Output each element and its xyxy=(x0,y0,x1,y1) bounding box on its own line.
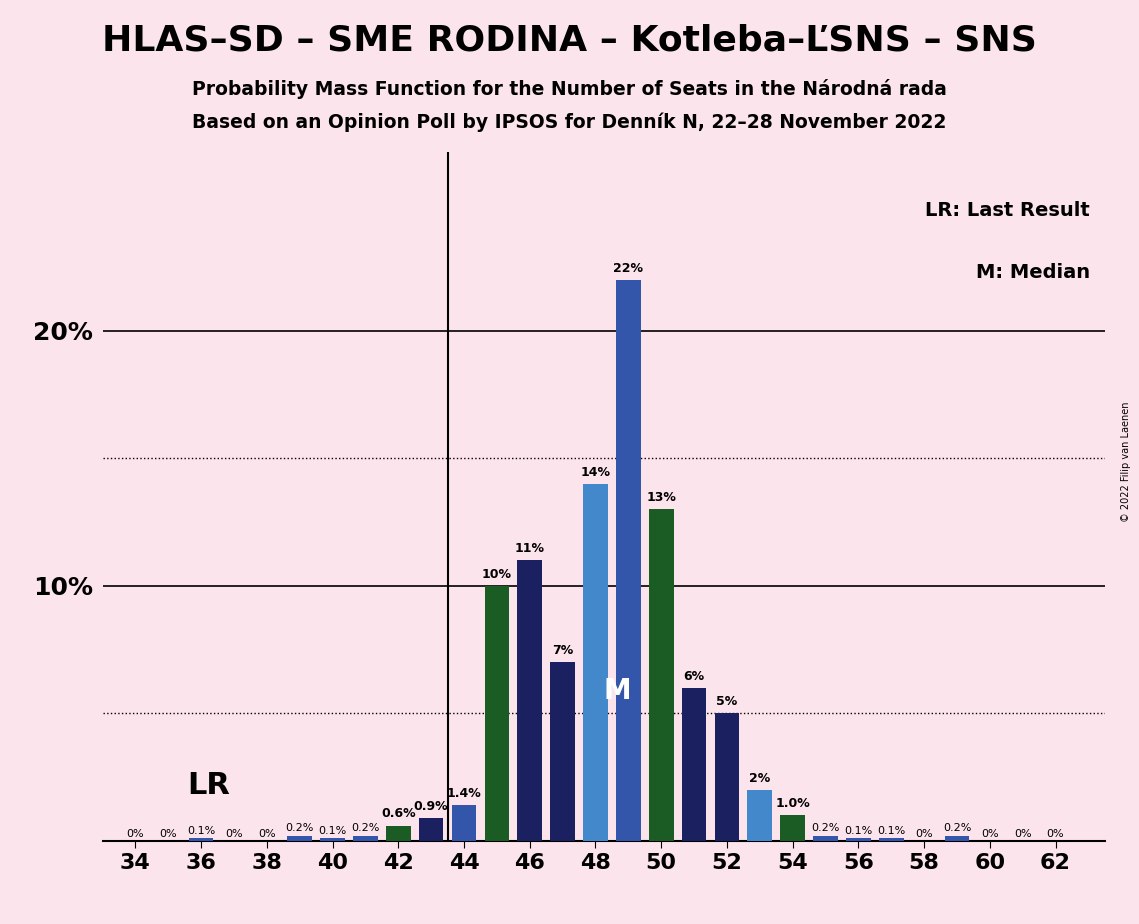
Bar xyxy=(583,484,608,841)
Bar xyxy=(320,838,345,841)
Text: 0.2%: 0.2% xyxy=(943,823,972,833)
Bar xyxy=(649,509,673,841)
Text: HLAS–SD – SME RODINA – Kotleba–ĽSNS – SNS: HLAS–SD – SME RODINA – Kotleba–ĽSNS – SN… xyxy=(103,23,1036,57)
Text: 10%: 10% xyxy=(482,567,511,581)
Text: 0.9%: 0.9% xyxy=(413,800,449,813)
Text: 0.2%: 0.2% xyxy=(286,823,314,833)
Bar xyxy=(813,835,838,841)
Bar xyxy=(879,838,903,841)
Bar xyxy=(616,280,640,841)
Text: 0%: 0% xyxy=(916,829,933,839)
Text: 0%: 0% xyxy=(1014,829,1032,839)
Text: 1.4%: 1.4% xyxy=(446,787,482,800)
Text: 0%: 0% xyxy=(226,829,243,839)
Text: 0.6%: 0.6% xyxy=(380,808,416,821)
Text: 6%: 6% xyxy=(683,670,705,683)
Text: 0%: 0% xyxy=(159,829,177,839)
Text: 1.0%: 1.0% xyxy=(776,797,810,810)
Text: 7%: 7% xyxy=(552,644,573,657)
Text: Based on an Opinion Poll by IPSOS for Denník N, 22–28 November 2022: Based on an Opinion Poll by IPSOS for De… xyxy=(192,113,947,132)
Text: 0%: 0% xyxy=(981,829,999,839)
Bar xyxy=(846,838,870,841)
Text: 5%: 5% xyxy=(716,695,738,709)
Bar xyxy=(714,713,739,841)
Bar xyxy=(780,815,805,841)
Text: 11%: 11% xyxy=(515,542,544,555)
Text: 2%: 2% xyxy=(749,772,770,784)
Text: 0.1%: 0.1% xyxy=(877,826,906,835)
Bar xyxy=(419,818,443,841)
Bar xyxy=(747,790,772,841)
Text: 0%: 0% xyxy=(1047,829,1064,839)
Text: 13%: 13% xyxy=(646,492,677,505)
Bar xyxy=(484,586,509,841)
Text: 0.2%: 0.2% xyxy=(351,823,379,833)
Text: 0.1%: 0.1% xyxy=(187,826,215,835)
Text: M: Median: M: Median xyxy=(976,262,1090,282)
Bar xyxy=(682,687,706,841)
Bar xyxy=(353,835,378,841)
Bar xyxy=(287,835,312,841)
Text: © 2022 Filip van Laenen: © 2022 Filip van Laenen xyxy=(1121,402,1131,522)
Text: 0.1%: 0.1% xyxy=(319,826,346,835)
Text: 0.2%: 0.2% xyxy=(811,823,839,833)
Text: 0.1%: 0.1% xyxy=(844,826,872,835)
Text: LR: Last Result: LR: Last Result xyxy=(925,201,1090,220)
Text: 0%: 0% xyxy=(259,829,276,839)
Bar xyxy=(189,838,213,841)
Text: 0%: 0% xyxy=(126,829,145,839)
Text: M: M xyxy=(603,677,631,705)
Bar xyxy=(550,663,575,841)
Bar xyxy=(944,835,969,841)
Text: 14%: 14% xyxy=(581,466,611,479)
Text: 22%: 22% xyxy=(613,261,644,274)
Bar xyxy=(517,560,542,841)
Text: LR: LR xyxy=(188,772,230,800)
Bar xyxy=(452,805,476,841)
Bar xyxy=(386,825,410,841)
Text: Probability Mass Function for the Number of Seats in the Národná rada: Probability Mass Function for the Number… xyxy=(192,79,947,99)
